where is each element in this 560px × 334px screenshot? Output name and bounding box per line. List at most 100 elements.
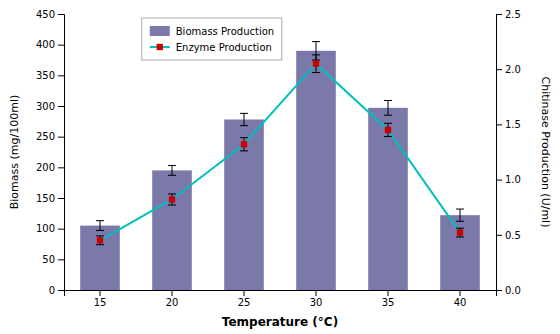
tick: 400 bbox=[36, 39, 64, 50]
axis-line bbox=[65, 291, 497, 297]
plot: 0 50 100 150 200 250 300 350 400 450 0.0 0.5 1.0 1.5 2… bbox=[8, 9, 552, 329]
error-bar bbox=[168, 165, 176, 175]
marker bbox=[313, 61, 319, 67]
tick: 30 bbox=[310, 290, 323, 308]
legend-swatch bbox=[150, 26, 170, 36]
tick-label: 2.5 bbox=[505, 9, 521, 20]
tick-mark bbox=[58, 198, 64, 199]
bar bbox=[440, 215, 480, 290]
tick: 25 bbox=[238, 290, 251, 308]
y2-axis-title: Chitinase Production (U/ml) bbox=[539, 77, 552, 228]
tick-mark bbox=[58, 229, 64, 230]
tick: 35 bbox=[382, 290, 395, 308]
tick: 50 bbox=[42, 254, 64, 265]
tick-label: 200 bbox=[36, 162, 55, 173]
tick-label: 15 bbox=[94, 297, 107, 308]
tick: 0.0 bbox=[496, 285, 521, 296]
legend: Biomass Production Enzyme Production bbox=[142, 18, 282, 60]
tick-mark bbox=[496, 180, 502, 181]
tick-mark bbox=[58, 290, 64, 291]
error-bar bbox=[96, 221, 104, 231]
error-bar bbox=[384, 123, 392, 136]
tick-mark bbox=[496, 235, 502, 236]
tick-mark bbox=[100, 290, 101, 296]
tick-label: 450 bbox=[36, 9, 55, 20]
legend-label: Enzyme Production bbox=[176, 42, 272, 53]
marker bbox=[457, 229, 463, 235]
tick-label: 100 bbox=[36, 223, 55, 234]
legend-item: Enzyme Production bbox=[150, 42, 272, 53]
bar bbox=[296, 51, 336, 290]
legend-frame bbox=[142, 18, 282, 60]
error-bar bbox=[240, 138, 248, 151]
tick-mark bbox=[460, 290, 461, 296]
tick-mark bbox=[58, 106, 64, 107]
tick-mark bbox=[496, 14, 502, 15]
tick-mark bbox=[58, 14, 64, 15]
marker bbox=[241, 141, 247, 147]
x-axis-title: Temperature (°C) bbox=[222, 315, 338, 329]
legend-marker bbox=[157, 44, 163, 50]
tick: 250 bbox=[36, 131, 64, 142]
marker bbox=[169, 196, 175, 202]
tick-mark bbox=[58, 167, 64, 168]
tick-label: 350 bbox=[36, 70, 55, 81]
tick-mark bbox=[496, 69, 502, 70]
axis-line bbox=[497, 15, 503, 291]
error-bar bbox=[384, 100, 392, 115]
tick-label: 150 bbox=[36, 193, 55, 204]
tick: 300 bbox=[36, 101, 64, 112]
tick: 15 bbox=[94, 290, 107, 308]
marker bbox=[97, 237, 103, 243]
tick-mark bbox=[172, 290, 173, 296]
axis-line bbox=[58, 15, 65, 291]
tick: 1.0 bbox=[496, 174, 521, 185]
error-bar bbox=[312, 55, 320, 73]
legend-label: Biomass Production bbox=[176, 26, 274, 37]
tick: 20 bbox=[166, 290, 179, 308]
tick-label: 300 bbox=[36, 101, 55, 112]
tick-label: 40 bbox=[454, 297, 467, 308]
y-axis-title: Biomass (mg/100ml) bbox=[8, 95, 21, 210]
tick: 150 bbox=[36, 193, 64, 204]
tick: 2.5 bbox=[496, 9, 521, 20]
line bbox=[100, 64, 460, 241]
bar bbox=[80, 226, 120, 290]
tick-mark bbox=[58, 137, 64, 138]
tick-label: 0.5 bbox=[505, 230, 521, 241]
error-bar bbox=[456, 209, 464, 221]
legend-item: Biomass Production bbox=[150, 26, 274, 37]
y2-axis: 0.0 0.5 1.0 1.5 2.0 2.5 bbox=[496, 9, 521, 296]
tick: 450 bbox=[36, 9, 64, 20]
tick: 200 bbox=[36, 162, 64, 173]
tick: 1.5 bbox=[496, 119, 521, 130]
bar bbox=[368, 108, 408, 290]
marker bbox=[385, 127, 391, 133]
marks bbox=[80, 42, 480, 290]
tick-label: 1.5 bbox=[505, 119, 521, 130]
tick-mark bbox=[496, 124, 502, 125]
tick-mark bbox=[244, 290, 245, 296]
tick-mark bbox=[58, 45, 64, 46]
tick-mark bbox=[388, 290, 389, 296]
tick-label: 30 bbox=[310, 297, 323, 308]
tick: 2.0 bbox=[496, 64, 521, 75]
chart: 0 50 100 150 200 250 300 350 400 450 0.0 0.5 1.0 1.5 2… bbox=[0, 0, 560, 334]
y-axis: 0 50 100 150 200 250 300 350 400 450 bbox=[36, 9, 65, 296]
tick-mark bbox=[58, 259, 64, 260]
tick-label: 20 bbox=[166, 297, 179, 308]
tick-mark bbox=[58, 75, 64, 76]
tick-label: 25 bbox=[238, 297, 251, 308]
tick-mark bbox=[316, 290, 317, 296]
error-bar bbox=[168, 194, 176, 205]
tick-label: 35 bbox=[382, 297, 395, 308]
tick-label: 0 bbox=[49, 285, 55, 296]
tick: 0.5 bbox=[496, 230, 521, 241]
error-bar bbox=[456, 228, 464, 237]
tick-label: 50 bbox=[42, 254, 55, 265]
tick-label: 0.0 bbox=[505, 285, 521, 296]
bar bbox=[224, 119, 264, 290]
x-axis: 15 20 25 30 35 40 bbox=[65, 290, 497, 308]
tick: 0 bbox=[49, 285, 64, 296]
tick: 100 bbox=[36, 223, 64, 234]
